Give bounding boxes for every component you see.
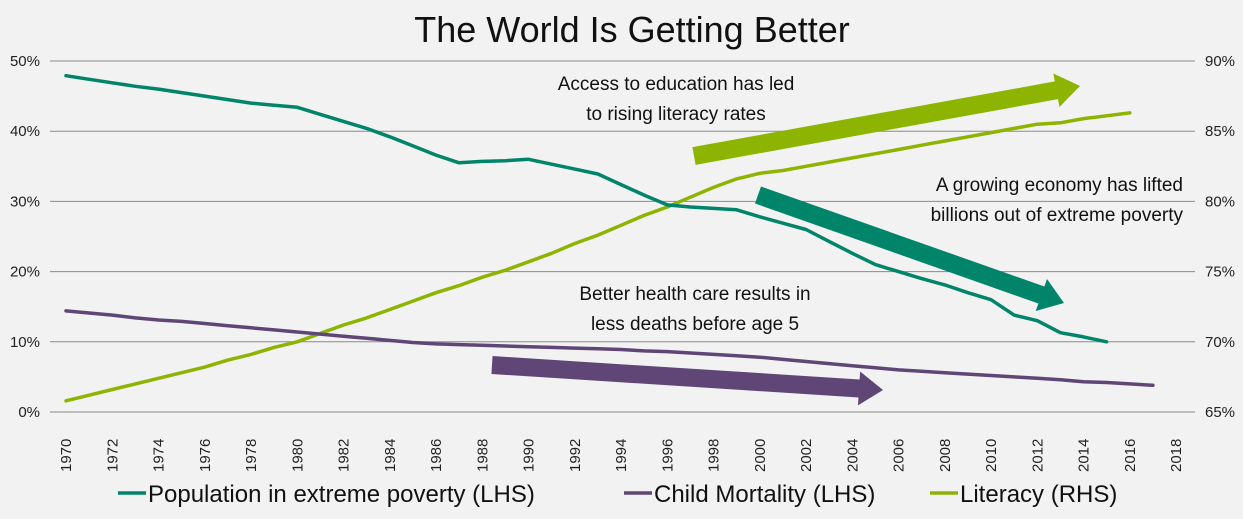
x-tick-label: 1986 bbox=[428, 439, 445, 472]
annotation-text: Access to education has led bbox=[558, 74, 795, 95]
y-left-tick-label: 0% bbox=[18, 404, 40, 421]
annotation-text: billions out of extreme poverty bbox=[931, 205, 1184, 226]
x-tick-label: 2000 bbox=[752, 439, 769, 472]
x-tick-label: 1998 bbox=[706, 439, 723, 472]
annotation-text: A growing economy has lifted bbox=[936, 175, 1183, 196]
x-tick-label: 2012 bbox=[1029, 439, 1046, 472]
y-left-tick-label: 50% bbox=[10, 53, 40, 70]
x-tick-label: 1990 bbox=[521, 439, 538, 472]
x-tick-label: 2018 bbox=[1168, 439, 1185, 472]
x-tick-label: 2006 bbox=[891, 439, 908, 472]
y-right-tick-label: 75% bbox=[1205, 264, 1235, 281]
y-left-tick-label: 40% bbox=[10, 123, 40, 140]
x-tick-label: 1978 bbox=[243, 439, 260, 472]
legend-label: Population in extreme poverty (LHS) bbox=[148, 481, 535, 508]
mortality-trend-arrow bbox=[491, 356, 883, 406]
y-left-tick-label: 10% bbox=[10, 334, 40, 351]
x-tick-label: 2008 bbox=[937, 439, 954, 472]
x-tick-label: 2004 bbox=[844, 439, 861, 472]
x-tick-label: 1976 bbox=[197, 439, 214, 472]
y-right-tick-label: 85% bbox=[1205, 123, 1235, 140]
y-right-tick-label: 65% bbox=[1205, 404, 1235, 421]
x-tick-label: 1996 bbox=[659, 439, 676, 472]
legend-label: Child Mortality (LHS) bbox=[654, 481, 875, 508]
poverty-trend-arrow bbox=[755, 186, 1064, 312]
y-left-tick-label: 20% bbox=[10, 264, 40, 281]
annotation-text: to rising literacy rates bbox=[586, 104, 766, 125]
annotation-text: Better health care results in bbox=[579, 284, 810, 305]
series-line-1 bbox=[64, 309, 1155, 388]
x-tick-label: 2016 bbox=[1122, 439, 1139, 472]
y-right-tick-label: 70% bbox=[1205, 334, 1235, 351]
x-tick-label: 1992 bbox=[567, 439, 584, 472]
y-left-tick-label: 30% bbox=[10, 193, 40, 210]
y-right-tick-label: 90% bbox=[1205, 53, 1235, 70]
x-tick-label: 1980 bbox=[289, 439, 306, 472]
x-tick-label: 2010 bbox=[983, 439, 1000, 472]
x-tick-label: 1982 bbox=[336, 439, 353, 472]
x-tick-label: 1972 bbox=[104, 439, 121, 472]
x-tick-label: 1988 bbox=[474, 439, 491, 472]
x-tick-label: 1994 bbox=[613, 439, 630, 472]
x-tick-label: 1984 bbox=[382, 439, 399, 472]
series-line-0 bbox=[64, 73, 1109, 344]
x-tick-label: 2002 bbox=[798, 439, 815, 472]
chart-title: The World Is Getting Better bbox=[414, 9, 850, 50]
literacy-trend-arrow bbox=[692, 73, 1080, 165]
annotation-text: less deaths before age 5 bbox=[591, 314, 799, 335]
y-right-tick-label: 80% bbox=[1205, 193, 1235, 210]
x-tick-label: 1974 bbox=[151, 439, 168, 472]
x-tick-label: 1970 bbox=[58, 439, 75, 472]
series-line-2 bbox=[64, 111, 1132, 403]
x-tick-label: 2014 bbox=[1076, 439, 1093, 472]
legend-label: Literacy (RHS) bbox=[960, 481, 1117, 508]
